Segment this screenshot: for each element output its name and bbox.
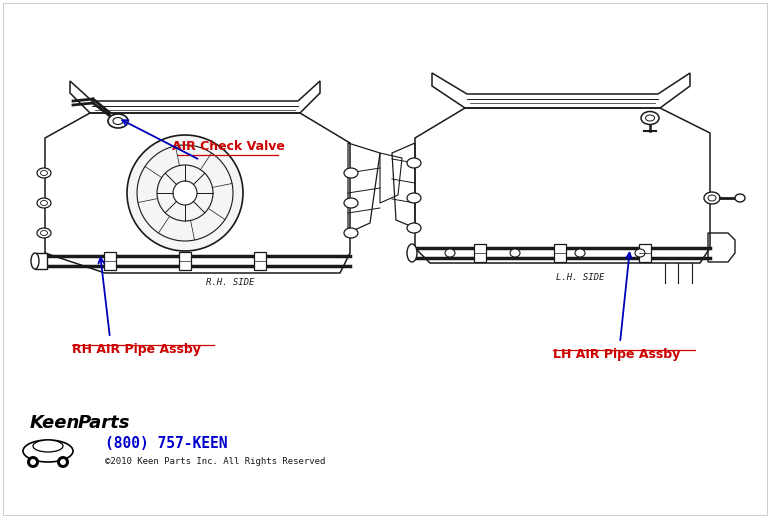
Bar — [104, 252, 116, 270]
Ellipse shape — [23, 440, 73, 462]
Ellipse shape — [33, 440, 63, 452]
Circle shape — [57, 456, 69, 468]
Ellipse shape — [635, 249, 645, 257]
Ellipse shape — [37, 198, 51, 208]
Text: Parts: Parts — [78, 414, 130, 432]
Text: Keen: Keen — [30, 414, 80, 432]
Ellipse shape — [407, 193, 421, 203]
Ellipse shape — [344, 228, 358, 238]
Ellipse shape — [735, 194, 745, 202]
Circle shape — [60, 459, 66, 465]
Ellipse shape — [575, 249, 585, 257]
Circle shape — [173, 181, 197, 205]
Text: ©2010 Keen Parts Inc. All Rights Reserved: ©2010 Keen Parts Inc. All Rights Reserve… — [105, 456, 326, 466]
Circle shape — [27, 456, 39, 468]
Bar — [639, 244, 651, 262]
Circle shape — [127, 135, 243, 251]
Text: (800) 757-KEEN: (800) 757-KEEN — [105, 436, 227, 451]
Ellipse shape — [407, 223, 421, 233]
Bar — [554, 244, 566, 262]
Text: R.H. SIDE: R.H. SIDE — [206, 278, 254, 287]
Text: AIR Check Valve: AIR Check Valve — [172, 140, 284, 153]
Circle shape — [30, 459, 36, 465]
Bar — [179, 252, 191, 270]
Ellipse shape — [445, 249, 455, 257]
Ellipse shape — [37, 228, 51, 238]
Text: RH AIR Pipe Assby: RH AIR Pipe Assby — [72, 343, 201, 356]
Ellipse shape — [407, 158, 421, 168]
Text: L.H. SIDE: L.H. SIDE — [556, 273, 604, 282]
Ellipse shape — [31, 253, 39, 269]
Text: LH AIR Pipe Assby: LH AIR Pipe Assby — [553, 348, 680, 361]
Bar — [254, 252, 266, 270]
Ellipse shape — [344, 168, 358, 178]
Bar — [474, 244, 486, 262]
Ellipse shape — [108, 114, 128, 128]
Ellipse shape — [704, 192, 720, 204]
Ellipse shape — [37, 168, 51, 178]
Bar — [35, 253, 47, 269]
Ellipse shape — [344, 198, 358, 208]
Ellipse shape — [641, 111, 659, 124]
Ellipse shape — [510, 249, 520, 257]
Ellipse shape — [407, 244, 417, 262]
